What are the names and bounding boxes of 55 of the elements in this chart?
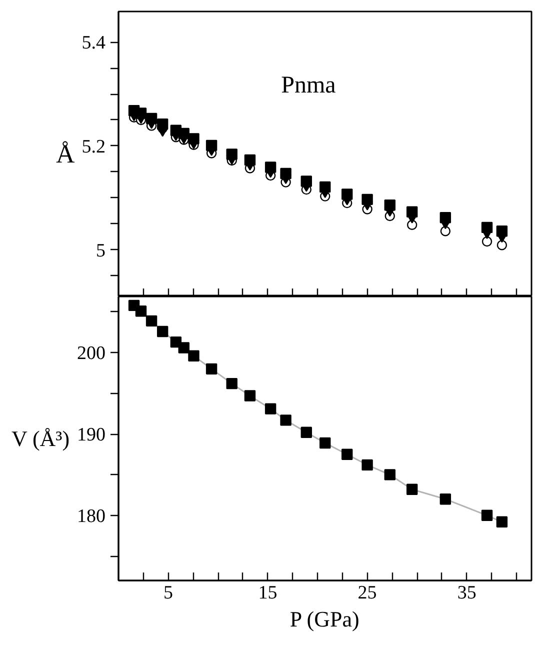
point [320,181,331,193]
point [188,133,200,144]
point [300,176,312,187]
point [156,118,168,130]
y-tick-label: 5.2 [82,136,106,158]
annotation: Pnma [281,72,336,99]
point [320,437,331,449]
point [481,222,493,234]
point [384,200,396,211]
point [135,108,147,119]
y-tick-label: 180 [77,506,106,527]
point [226,148,238,160]
point [264,162,276,173]
point [280,414,292,426]
point [496,516,508,528]
point [178,128,190,140]
point [482,236,492,247]
point [300,426,312,438]
x-axis-title: P (GPa) [290,606,360,632]
point [206,363,218,375]
point [384,469,396,480]
x-tick-label: 5 [164,582,174,604]
point [406,206,418,218]
point [481,510,493,521]
y-tick-label: 190 [77,424,106,446]
point [206,140,218,152]
point [440,494,452,505]
point [135,306,147,317]
y-axis-title: Å [56,140,75,168]
y-axis-title: V (Å³) [11,426,70,451]
point [440,212,452,224]
x-tick-label: 25 [358,582,377,604]
point [440,226,451,236]
point [146,315,158,327]
point [362,459,373,471]
y-tick-label: 200 [77,343,106,364]
point [280,168,292,180]
point [362,194,373,206]
point [341,188,353,200]
point [226,378,238,390]
y-tick-label: 5.4 [82,32,106,54]
point [496,225,508,237]
point [178,342,190,354]
point [146,112,158,124]
point [264,403,276,414]
point [244,390,256,402]
point [156,326,168,338]
y-tick-label: 5 [96,240,106,262]
point [244,154,256,166]
point [406,484,418,495]
point [188,350,200,362]
point [341,448,353,460]
x-tick-label: 15 [258,582,278,604]
x-tick-label: 35 [457,582,476,604]
point [496,240,508,250]
